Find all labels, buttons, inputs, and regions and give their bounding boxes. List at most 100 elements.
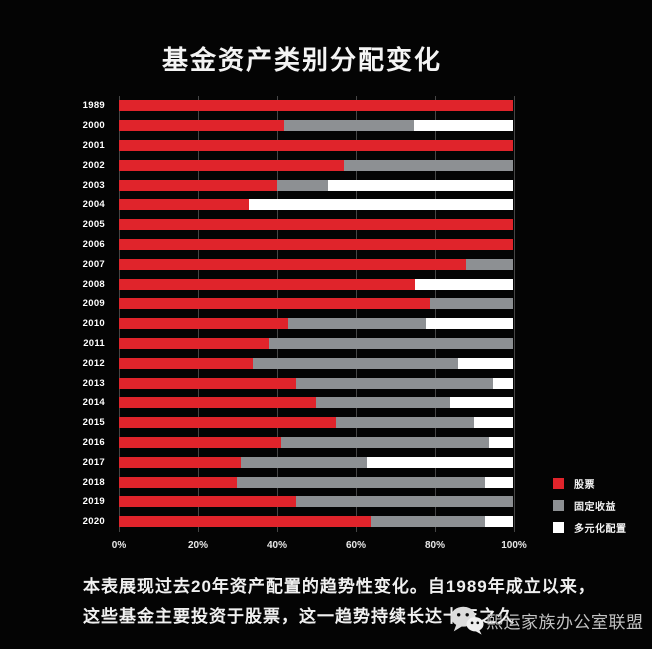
x-tick-label: 80%	[424, 540, 446, 551]
bar-segment-fixed-income	[296, 377, 494, 389]
bar-segment-diversified	[457, 357, 513, 369]
bar-track	[119, 120, 513, 132]
year-label: 2000	[82, 120, 105, 132]
stacked-bar-chart: 1989 2000 2001 2002 2003 2004 2005 2006 2007 2008…	[0, 96, 515, 532]
bar-track	[119, 258, 513, 270]
legend: 股票固定收益多元化配置	[553, 476, 627, 542]
bar-segment-diversified	[414, 120, 513, 132]
table-row: 2006	[0, 235, 513, 255]
bar-segment-diversified	[449, 397, 513, 409]
bar-segment-diversified	[426, 318, 513, 330]
bar-segment-stocks	[119, 337, 269, 349]
year-label: 2014	[82, 397, 105, 409]
gridline	[435, 96, 436, 532]
legend-label-fixed-income: 固定收益	[574, 502, 616, 513]
table-row: 2003	[0, 175, 513, 195]
legend-item-stocks: 股票	[553, 476, 627, 491]
year-label: 2001	[82, 139, 105, 151]
bar-track	[119, 278, 513, 290]
bar-segment-stocks	[119, 179, 277, 191]
bar-track	[119, 199, 513, 211]
bar-segment-diversified	[367, 456, 513, 468]
bar-track	[119, 476, 513, 488]
bar-track	[119, 456, 513, 468]
bar-segment-stocks	[119, 377, 297, 389]
year-label: 2015	[82, 417, 105, 429]
x-tick-label: 0%	[111, 540, 127, 551]
table-row: 2016	[0, 433, 513, 453]
bar-segment-stocks	[119, 476, 238, 488]
legend-label-stocks: 股票	[574, 480, 595, 491]
gridline	[119, 96, 120, 532]
legend-item-fixed-income: 固定收益	[553, 498, 627, 513]
bar-segment-stocks	[119, 199, 250, 211]
year-label: 1989	[82, 100, 105, 112]
table-row: 2014	[0, 393, 513, 413]
table-row: 2001	[0, 136, 513, 156]
bar-segment-fixed-income	[430, 298, 513, 310]
bar-segment-fixed-income	[296, 496, 513, 508]
bar-track	[119, 417, 513, 429]
bar-track	[119, 238, 513, 250]
table-row: 2005	[0, 215, 513, 235]
bar-segment-diversified	[473, 417, 513, 429]
bar-segment-stocks	[119, 298, 431, 310]
year-label: 2012	[82, 357, 105, 369]
table-row: 2015	[0, 413, 513, 433]
chart-title: 基金资产类别分配变化	[161, 45, 442, 75]
gridlines	[119, 96, 515, 532]
bar-segment-stocks	[119, 139, 513, 151]
bar-track	[119, 100, 513, 112]
bar-track	[119, 159, 513, 171]
legend-swatch-fixed-income	[553, 500, 564, 511]
x-tick-label: 60%	[345, 540, 367, 551]
bar-segment-stocks	[119, 219, 513, 231]
bar-track	[119, 496, 513, 508]
caption-line1: 本表展现过去20年资产配置的趋势性变化。自1989年成立以来，	[83, 577, 596, 596]
year-label: 2009	[82, 298, 105, 310]
gridline	[198, 96, 199, 532]
bar-segment-fixed-income	[343, 159, 513, 171]
year-label: 2020	[82, 516, 105, 528]
wechat-icon	[450, 606, 484, 635]
x-axis: 0% 20% 40% 60% 80% 100%	[112, 540, 527, 554]
bar-segment-stocks	[119, 318, 289, 330]
watermark-text: 熙运家族办公室联盟	[486, 612, 644, 632]
table-row: 1989	[0, 96, 513, 116]
bar-segment-stocks	[119, 436, 281, 448]
bar-track	[119, 219, 513, 231]
table-row: 2007	[0, 254, 513, 274]
bar-segment-stocks	[119, 258, 466, 270]
legend-swatch-stocks	[553, 478, 564, 489]
year-label: 2018	[82, 476, 105, 488]
gridline	[277, 96, 278, 532]
x-tick-label: 40%	[266, 540, 288, 551]
bar-track	[119, 357, 513, 369]
table-row: 2012	[0, 353, 513, 373]
bar-segment-diversified	[489, 436, 513, 448]
table-row: 2011	[0, 334, 513, 354]
bar-segment-fixed-income	[280, 436, 490, 448]
year-label: 2010	[82, 318, 105, 330]
table-row: 2009	[0, 294, 513, 314]
bar-segment-fixed-income	[288, 318, 427, 330]
table-row: 2002	[0, 155, 513, 175]
bar-track	[119, 318, 513, 330]
bar-segment-diversified	[485, 476, 513, 488]
bar-track	[119, 139, 513, 151]
bar-segment-fixed-income	[371, 516, 486, 528]
bar-segment-fixed-income	[316, 397, 450, 409]
year-label: 2002	[82, 159, 105, 171]
year-label: 2004	[82, 199, 105, 211]
bar-segment-diversified	[414, 278, 513, 290]
bar-segment-stocks	[119, 100, 513, 112]
table-row: 2020	[0, 512, 513, 532]
bar-segment-fixed-income	[268, 337, 513, 349]
table-row: 2004	[0, 195, 513, 215]
table-row: 2017	[0, 452, 513, 472]
legend-item-diversified: 多元化配置	[553, 520, 627, 535]
bar-segment-fixed-income	[335, 417, 474, 429]
year-label: 2006	[82, 238, 105, 250]
year-label: 2008	[82, 278, 105, 290]
